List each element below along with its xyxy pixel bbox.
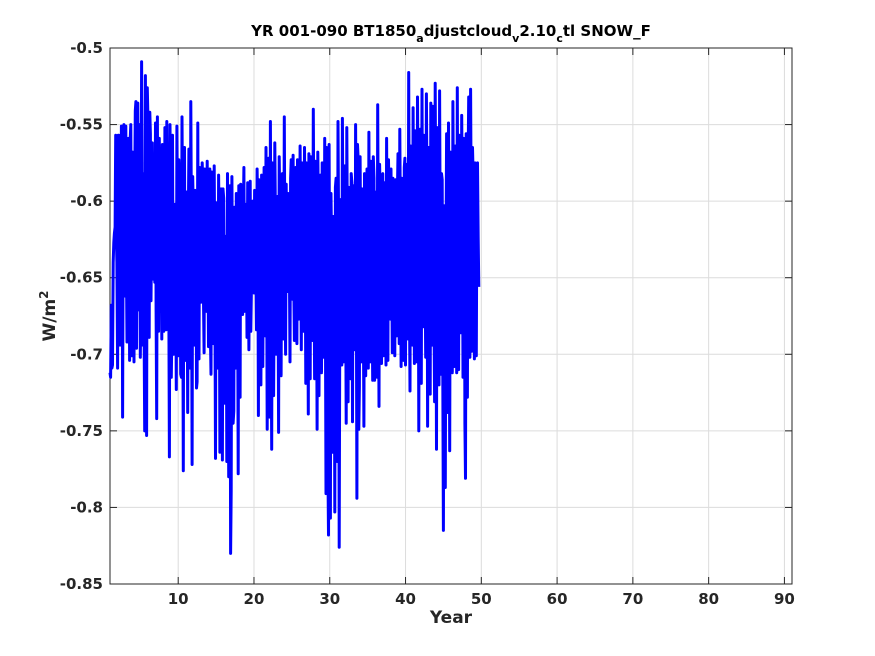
y-tick-label: -0.7 (70, 345, 103, 363)
x-tick-label: 40 (395, 590, 416, 608)
x-tick-label: 70 (622, 590, 643, 608)
x-tick-label: 80 (698, 590, 719, 608)
y-tick-label: -0.8 (70, 498, 103, 516)
series-line (108, 60, 481, 555)
x-tick-label: 60 (547, 590, 568, 608)
y-tick-label: -0.75 (60, 422, 103, 440)
y-tick-label: -0.65 (60, 269, 103, 287)
y-tick-labels: -0.85 -0.8 -0.75 -0.7 -0.65 -0.6 -0.55 -0.5 (60, 39, 103, 593)
x-tick-label: 90 (774, 590, 795, 608)
y-tick-label: -0.6 (70, 192, 103, 210)
y-tick-label: -0.55 (60, 116, 103, 134)
x-tick-label: 30 (319, 590, 340, 608)
chart-title: YR 001-090 BT1850adjustcloudv2.10ctl SNO… (250, 22, 651, 45)
x-tick-label: 10 (168, 590, 189, 608)
x-tick-label: 50 (471, 590, 492, 608)
x-tick-label: 20 (244, 590, 265, 608)
x-tick-labels: 10 20 30 40 50 60 70 80 90 (168, 590, 795, 608)
axis-ticks (110, 47, 792, 585)
y-tick-label: -0.85 (60, 575, 103, 593)
y-tick-label: -0.5 (70, 39, 103, 57)
x-axis-label: Year (429, 608, 473, 628)
series-snow-f (108, 60, 481, 555)
y-axis-label: W/m2 (37, 290, 60, 341)
